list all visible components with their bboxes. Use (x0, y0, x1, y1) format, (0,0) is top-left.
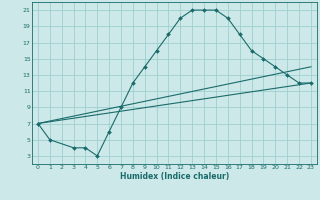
X-axis label: Humidex (Indice chaleur): Humidex (Indice chaleur) (120, 172, 229, 181)
